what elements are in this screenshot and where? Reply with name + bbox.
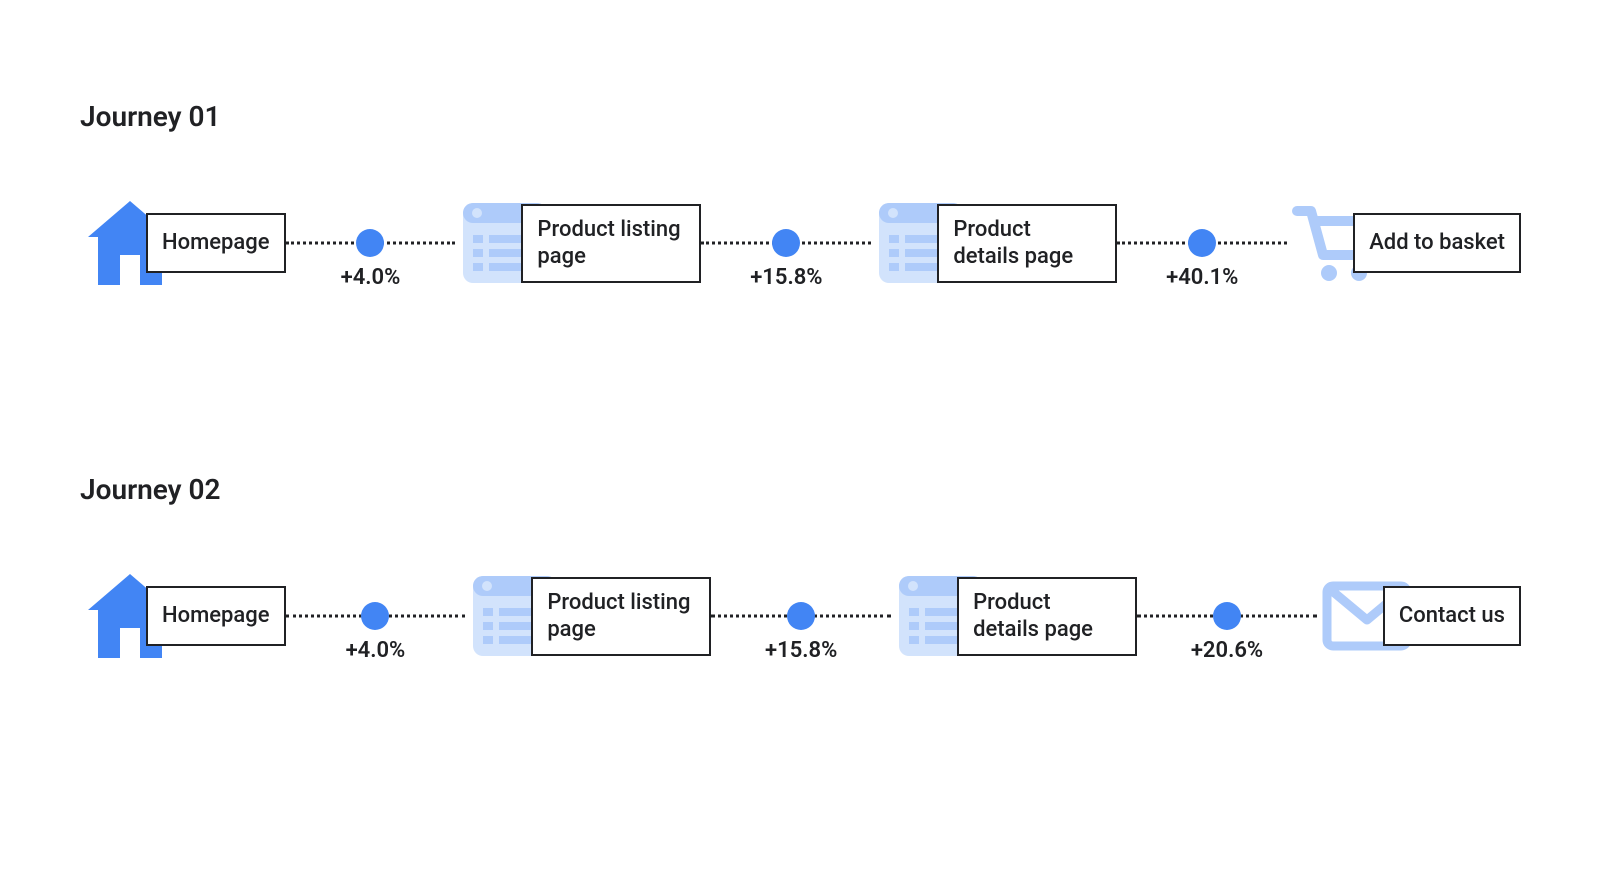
step-home: Homepage	[80, 193, 286, 293]
connector: +15.8%	[701, 193, 871, 293]
step-cart: Add to basket	[1287, 193, 1521, 293]
step-label: Product details page	[957, 577, 1137, 656]
journey-flow: Homepage +4.0% Product listing page +15.8%…	[80, 566, 1521, 666]
step-home: Homepage	[80, 566, 286, 666]
connector: +40.1%	[1117, 193, 1287, 293]
step-label: Contact us	[1383, 586, 1521, 646]
transition-dot	[772, 229, 800, 257]
step-mail: Contact us	[1317, 566, 1521, 666]
step-list: Product details page	[871, 193, 1117, 293]
connector: +15.8%	[711, 566, 891, 666]
step-list: Product listing page	[455, 193, 701, 293]
transition-dot	[356, 229, 384, 257]
step-list: Product details page	[891, 566, 1137, 666]
transition-dot	[787, 602, 815, 630]
step-list: Product listing page	[465, 566, 711, 666]
step-label: Homepage	[146, 586, 286, 646]
transition-percent: +15.8%	[750, 265, 822, 290]
transition-percent: +4.0%	[341, 265, 401, 290]
journey-title: Journey 02	[80, 473, 1521, 506]
connector: +4.0%	[286, 566, 466, 666]
transition-dot	[1213, 602, 1241, 630]
journey-flow: Homepage +4.0% Product listing page +15.8%…	[80, 193, 1521, 293]
journey-2: Journey 02 Homepage +4.0% Product listing…	[80, 473, 1521, 666]
step-label: Homepage	[146, 213, 286, 273]
transition-percent: +40.1%	[1166, 265, 1238, 290]
journey-1: Journey 01 Homepage +4.0% Product listing…	[80, 100, 1521, 293]
step-label: Product listing page	[531, 577, 711, 656]
step-label: Product listing page	[521, 204, 701, 283]
connector: +20.6%	[1137, 566, 1317, 666]
transition-percent: +20.6%	[1191, 638, 1263, 663]
transition-percent: +15.8%	[765, 638, 837, 663]
step-label: Add to basket	[1353, 213, 1521, 273]
step-label: Product details page	[937, 204, 1117, 283]
transition-dot	[361, 602, 389, 630]
journey-title: Journey 01	[80, 100, 1521, 133]
connector: +4.0%	[286, 193, 456, 293]
transition-percent: +4.0%	[346, 638, 406, 663]
transition-dot	[1188, 229, 1216, 257]
